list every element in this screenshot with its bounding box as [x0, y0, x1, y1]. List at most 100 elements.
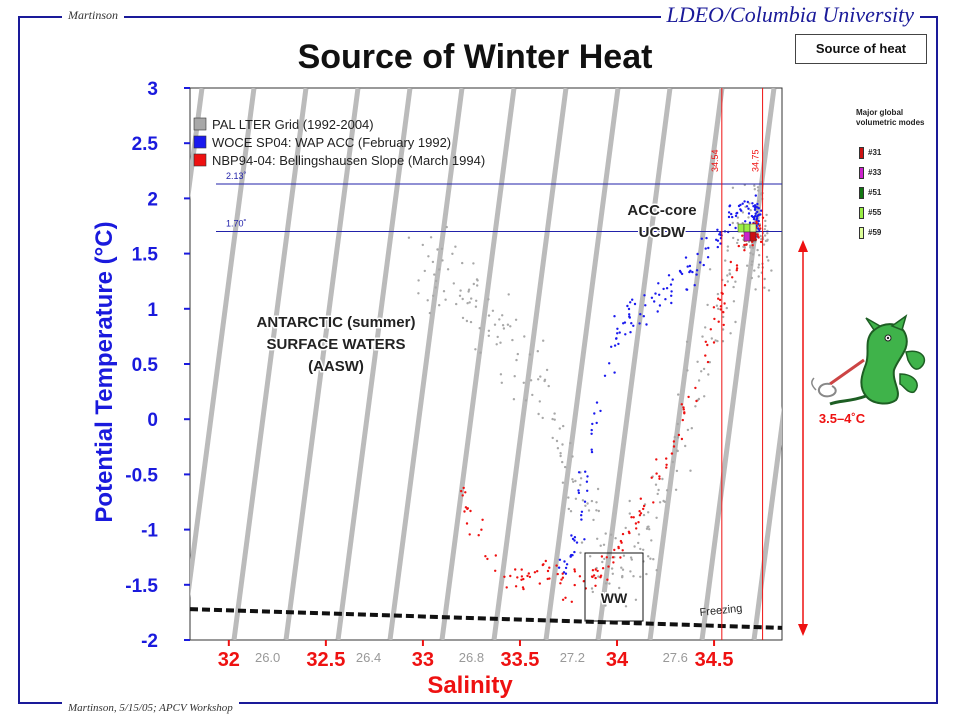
data-point: [714, 339, 717, 342]
data-point: [523, 335, 526, 338]
freezing-line: [189, 607, 783, 630]
data-point: [696, 360, 699, 363]
data-point: [604, 582, 608, 585]
data-point: [757, 266, 760, 269]
data-point: [670, 301, 673, 305]
data-point: [624, 605, 628, 608]
range-label: 3.5–4˚C: [819, 411, 866, 426]
data-point: [499, 341, 502, 344]
data-point: [671, 460, 674, 464]
data-point: [695, 273, 698, 276]
aasw-label-line2: SURFACE WATERS: [267, 336, 406, 353]
data-point: [658, 475, 661, 478]
data-point: [653, 300, 656, 303]
data-point: [587, 509, 591, 512]
data-point: [600, 555, 604, 558]
data-point: [756, 210, 759, 214]
data-point: [559, 454, 562, 458]
data-point: [709, 328, 712, 331]
data-point: [704, 340, 707, 343]
data-point: [706, 360, 710, 364]
data-point: [628, 499, 631, 503]
data-point: [590, 499, 594, 503]
data-point: [533, 571, 537, 574]
data-point: [726, 249, 729, 252]
data-point: [475, 278, 479, 281]
data-point: [609, 533, 613, 536]
data-point: [731, 221, 734, 225]
data-point: [753, 206, 757, 210]
range-arrow-head-bottom: [798, 624, 808, 636]
data-point: [594, 568, 597, 571]
y-tick-label: 2: [147, 189, 158, 210]
data-point: [557, 566, 561, 569]
data-point: [564, 566, 568, 570]
data-point: [597, 575, 600, 578]
data-point: [520, 575, 524, 578]
data-point: [661, 477, 664, 481]
data-point: [595, 421, 598, 425]
data-point: [577, 489, 580, 492]
data-point: [487, 314, 491, 317]
chart-legend: PAL LTER Grid (1992-2004) WOCE SP04: WAP …: [193, 117, 485, 168]
data-point: [543, 379, 546, 383]
data-point: [750, 263, 753, 266]
isopycnal-line: [699, 88, 777, 640]
data-point: [522, 577, 525, 581]
data-point: [434, 279, 438, 283]
data-point: [694, 405, 697, 408]
data-point: [551, 436, 554, 440]
data-point: [765, 255, 769, 259]
data-point: [562, 424, 565, 428]
data-point: [509, 574, 512, 578]
data-point: [542, 339, 545, 342]
data-point: [579, 477, 583, 480]
data-point: [716, 228, 719, 231]
data-point: [731, 186, 735, 189]
data-point: [751, 260, 754, 263]
data-point: [658, 293, 661, 296]
mode-label: #55: [868, 208, 882, 217]
data-point: [612, 561, 615, 564]
data-point: [480, 528, 483, 531]
data-point: [571, 537, 575, 541]
mode-label: #31: [868, 148, 882, 157]
data-point: [605, 556, 608, 559]
data-point: [688, 270, 691, 274]
data-point: [507, 293, 510, 296]
data-point: [707, 373, 710, 376]
data-point: [474, 305, 478, 308]
data-point: [528, 353, 532, 356]
data-point: [728, 273, 732, 276]
data-point: [763, 286, 766, 289]
slide-frame: [18, 16, 938, 704]
data-point: [591, 590, 594, 594]
data-point: [495, 343, 498, 346]
data-point: [767, 259, 770, 262]
y-tick-label: 0.5: [132, 355, 159, 376]
data-point: [469, 320, 473, 324]
data-point: [627, 307, 631, 311]
data-point: [610, 345, 613, 348]
data-point: [735, 212, 738, 215]
data-point: [538, 400, 541, 403]
data-point: [432, 294, 435, 297]
data-point: [695, 399, 698, 403]
data-point: [610, 567, 614, 570]
data-point: [578, 575, 582, 578]
data-point: [758, 224, 761, 227]
data-point: [648, 528, 651, 531]
data-point: [740, 209, 743, 212]
data-point: [630, 516, 633, 519]
data-point: [620, 541, 623, 544]
data-point: [537, 378, 540, 381]
data-point: [735, 267, 739, 270]
data-point: [752, 205, 755, 208]
data-point: [632, 324, 635, 327]
data-point: [681, 418, 684, 422]
data-point: [613, 594, 616, 597]
data-point: [702, 263, 705, 267]
data-point: [569, 441, 572, 445]
isohaline-label: 34.54: [710, 149, 720, 172]
data-point: [613, 315, 616, 318]
